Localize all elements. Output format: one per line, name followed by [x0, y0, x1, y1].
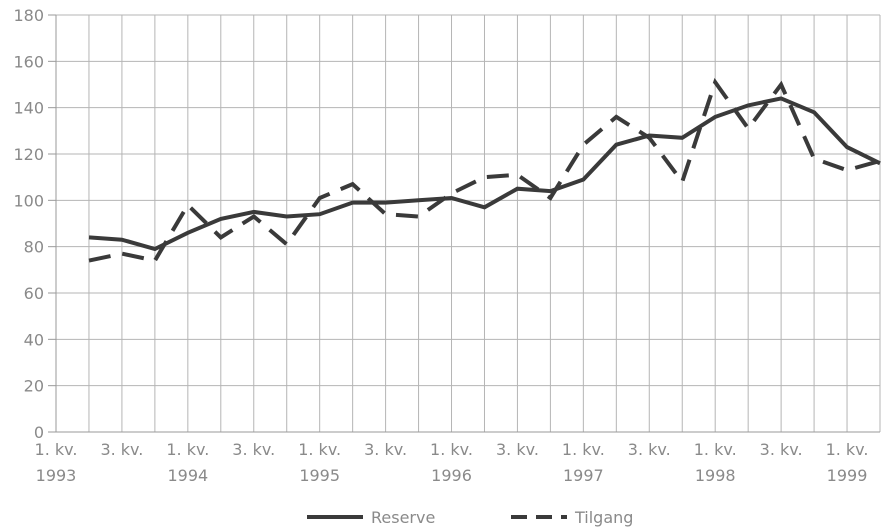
y-axis-ticks: 0 20 40 60 80 100 120 140 160 180	[13, 6, 56, 442]
series-line-reserve	[88, 96, 881, 252]
x-tick-year-label: 1996	[431, 466, 472, 485]
x-axis-ticks: 1. kv. 1993 3. kv. 1. kv. 1994 3. kv. 1. kv. 19…	[35, 440, 869, 485]
x-tick-label: 1. kv.	[166, 440, 209, 459]
x-tick-label: 3. kv.	[364, 440, 407, 459]
x-tick-year-label: 1995	[299, 466, 340, 485]
y-tick-label: 0	[34, 423, 44, 442]
y-tick-label: 60	[24, 284, 44, 303]
x-tick-label: 3. kv.	[628, 440, 671, 459]
x-tick-label: 1. kv.	[298, 440, 341, 459]
x-tick-label: 3. kv.	[760, 440, 803, 459]
y-tick-label: 120	[13, 145, 44, 164]
legend-label-reserve: Reserve	[371, 508, 435, 527]
x-tick-label: 1. kv.	[562, 440, 605, 459]
x-tick-label: 1. kv.	[694, 440, 737, 459]
y-tick-label: 20	[24, 377, 44, 396]
x-tick-year-label: 1994	[167, 466, 208, 485]
chart-grid	[56, 14, 881, 432]
x-tick-label: 1. kv.	[826, 440, 869, 459]
x-tick-year-label: 1998	[695, 466, 736, 485]
y-tick-label: 40	[24, 330, 44, 349]
x-tick-label: 1. kv.	[35, 440, 78, 459]
y-tick-label: 180	[13, 6, 44, 25]
chart-axes	[55, 15, 880, 433]
y-tick-label: 100	[13, 191, 44, 210]
y-tick-label: 80	[24, 238, 44, 257]
x-tick-label: 1. kv.	[430, 440, 473, 459]
x-tick-year-label: 1993	[36, 466, 77, 485]
x-tick-label: 3. kv.	[496, 440, 539, 459]
y-tick-label: 140	[13, 99, 44, 118]
chart-series	[88, 77, 881, 263]
legend-label-tilgang: Tilgang	[574, 508, 633, 527]
series-line-tilgang	[88, 77, 881, 263]
y-tick-label: 160	[13, 52, 44, 71]
chart-legend: Reserve Tilgang	[307, 508, 633, 527]
x-tick-label: 3. kv.	[232, 440, 275, 459]
x-tick-year-label: 1997	[563, 466, 604, 485]
x-tick-label: 3. kv.	[100, 440, 143, 459]
x-tick-year-label: 1999	[827, 466, 868, 485]
